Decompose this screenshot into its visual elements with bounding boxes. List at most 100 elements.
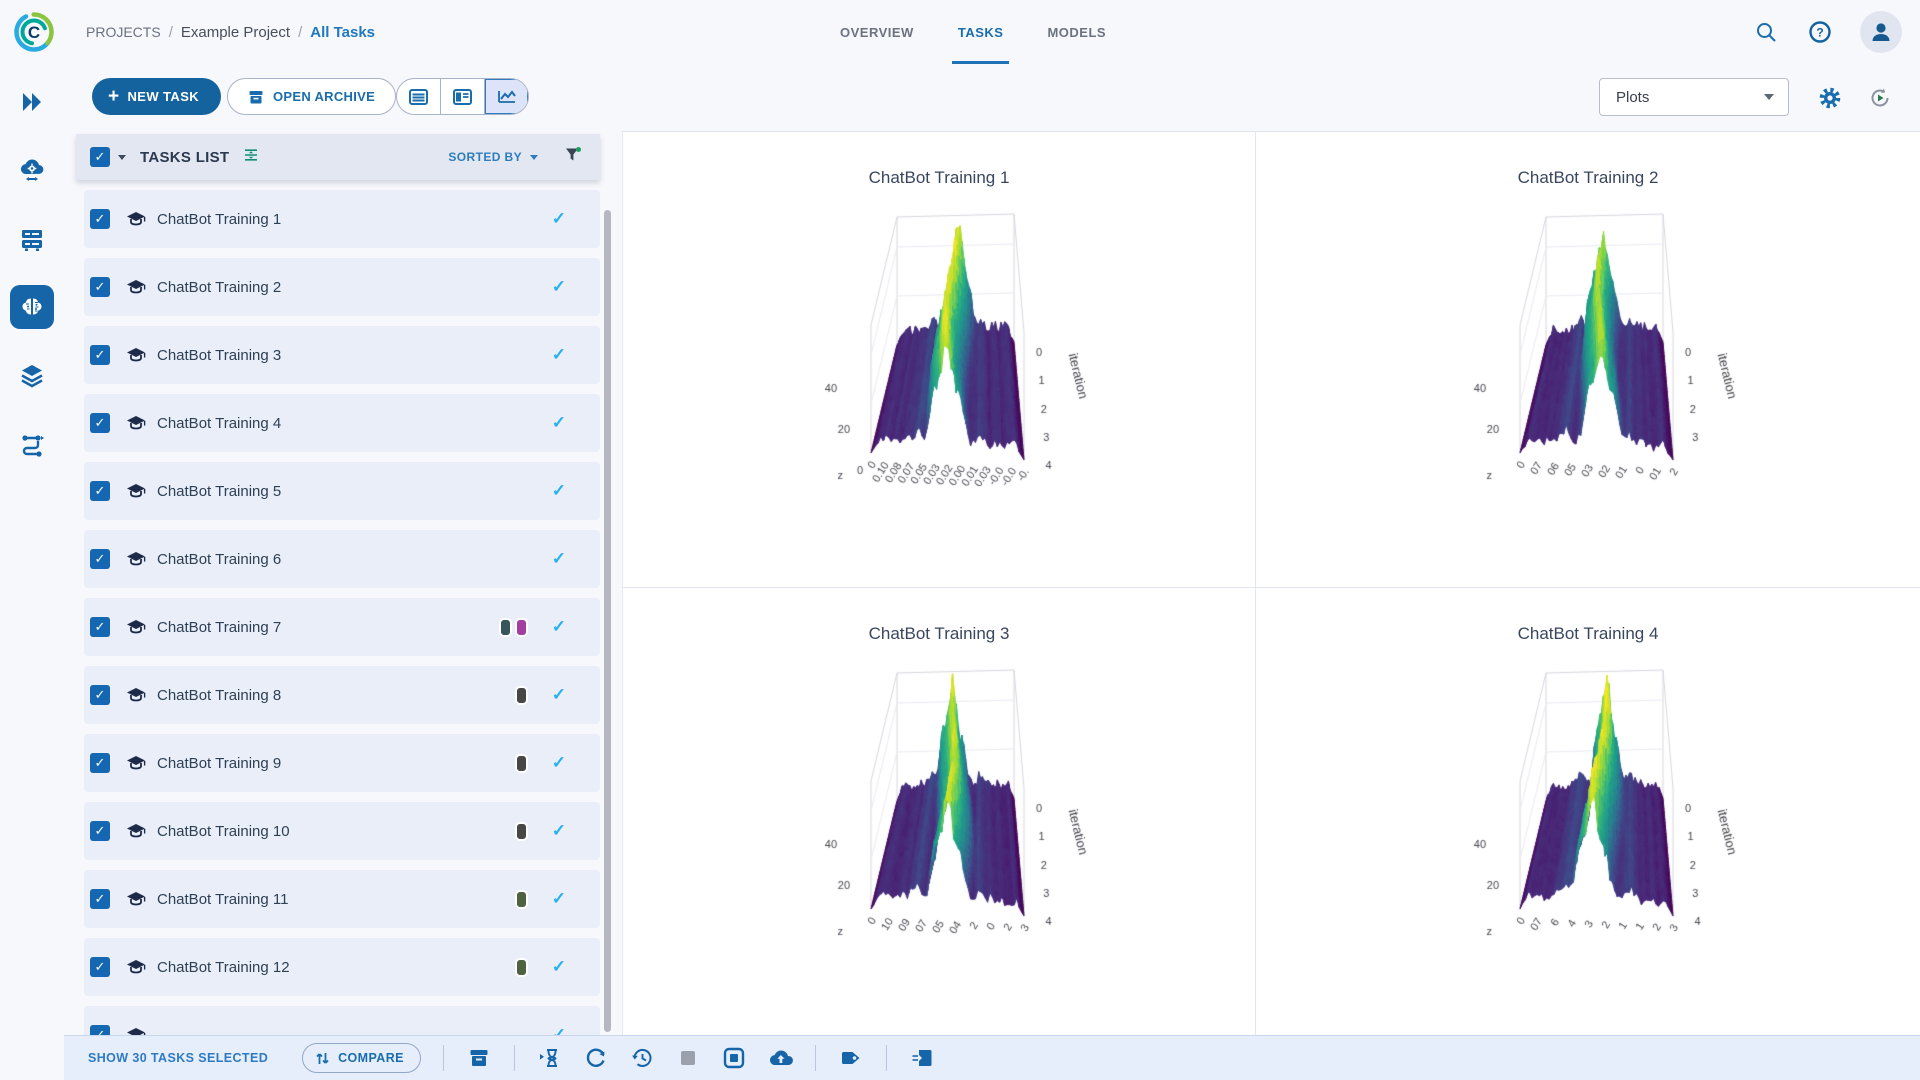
task-row[interactable]: ✓ ChatBot Training 5 ✓ [84, 462, 600, 520]
task-checkbox[interactable]: ✓ [90, 277, 110, 297]
enqueue-icon[interactable] [527, 1041, 573, 1075]
task-status-check-icon: ✓ [551, 889, 566, 908]
task-checkbox[interactable]: ✓ [90, 753, 110, 773]
compare-button[interactable]: COMPARE [302, 1043, 421, 1073]
abort-all-children-icon[interactable] [711, 1041, 757, 1075]
surface-plot-canvas[interactable] [724, 654, 1154, 984]
task-checkbox[interactable]: ✓ [90, 481, 110, 501]
task-row[interactable]: ✓ ChatBot Training 1 ✓ [84, 190, 600, 248]
task-name: ChatBot Training 3 [157, 346, 282, 364]
task-checkbox[interactable]: ✓ [90, 1025, 110, 1035]
plots-view-toggle[interactable] [485, 79, 528, 114]
retry-history-icon[interactable] [619, 1041, 665, 1075]
plot-title: ChatBot Training 4 [1517, 624, 1659, 643]
select-all-caret-icon[interactable] [118, 154, 126, 160]
task-name: ChatBot Training 12 [157, 958, 290, 976]
task-row[interactable]: ✓ ChatBot Training 10 ✓ [84, 802, 600, 860]
surface-plot-canvas[interactable] [1373, 654, 1803, 984]
surface-plot-canvas[interactable] [724, 198, 1154, 528]
training-task-icon [127, 347, 146, 361]
auto-refresh-icon[interactable] [1868, 86, 1892, 115]
tab-overview[interactable]: OVERVIEW [840, 24, 914, 40]
cloud-autoscaler-icon[interactable] [10, 148, 54, 192]
row-settings-icon[interactable] [243, 147, 259, 168]
reset-icon[interactable] [573, 1041, 619, 1075]
table-view-toggle[interactable] [397, 79, 441, 114]
chevron-down-icon [530, 154, 538, 160]
pipelines-icon[interactable] [10, 423, 54, 467]
plot-title: ChatBot Training 2 [1517, 168, 1659, 187]
breadcrumb-item[interactable]: All Tasks [310, 23, 376, 41]
settings-gear-icon[interactable] [1818, 86, 1842, 115]
task-row[interactable]: ✓ ChatBot Training 7 ✓ [84, 598, 600, 656]
task-checkbox[interactable]: ✓ [90, 209, 110, 229]
task-name: ChatBot Training 2 [157, 278, 282, 296]
task-tag-dots [515, 753, 528, 773]
sorted-by-dropdown[interactable]: SORTED BY [448, 150, 538, 164]
training-task-icon [127, 687, 146, 701]
training-task-icon [127, 483, 146, 497]
task-row[interactable]: ✓ ✓ [84, 1006, 600, 1035]
training-task-icon [127, 891, 146, 905]
workers-queues-icon[interactable] [10, 217, 54, 261]
search-icon[interactable] [1752, 18, 1780, 46]
task-checkbox[interactable]: ✓ [90, 413, 110, 433]
tag-color-dot [515, 957, 528, 977]
experiments-icon[interactable] [10, 285, 54, 329]
training-task-icon [127, 619, 146, 633]
scrollbar-thumb[interactable] [604, 210, 611, 1032]
task-checkbox[interactable]: ✓ [90, 889, 110, 909]
archive-action-icon[interactable] [456, 1041, 502, 1075]
metric-selector-value: Plots [1616, 88, 1650, 106]
svg-text:C: C [28, 23, 40, 42]
move-to-project-icon[interactable] [899, 1041, 945, 1075]
task-row[interactable]: ✓ ChatBot Training 9 ✓ [84, 734, 600, 792]
task-checkbox[interactable]: ✓ [90, 617, 110, 637]
breadcrumb-item[interactable]: PROJECTS [86, 24, 161, 40]
plot-cell: ChatBot Training 1 [623, 132, 1256, 588]
open-archive-button[interactable]: OPEN ARCHIVE [227, 78, 397, 115]
clearml-logo[interactable]: C [12, 10, 56, 54]
task-name: ChatBot Training 10 [157, 822, 290, 840]
task-row[interactable]: ✓ ChatBot Training 3 ✓ [84, 326, 600, 384]
surface-plot-canvas[interactable] [1373, 198, 1803, 528]
task-row[interactable]: ✓ ChatBot Training 2 ✓ [84, 258, 600, 316]
divider [513, 1045, 515, 1071]
task-checkbox[interactable]: ✓ [90, 685, 110, 705]
task-checkbox[interactable]: ✓ [90, 549, 110, 569]
help-icon[interactable]: ? [1806, 18, 1834, 46]
chevron-down-icon [1764, 94, 1774, 100]
tag-color-dot [515, 753, 528, 773]
task-status-check-icon: ✓ [551, 753, 566, 772]
metric-selector-dropdown[interactable]: Plots [1599, 78, 1789, 116]
tab-models[interactable]: MODELS [1047, 24, 1107, 40]
datasets-icon[interactable] [10, 354, 54, 398]
selection-count-label[interactable]: SHOW 30 TASKS SELECTED [88, 1051, 269, 1065]
select-all-checkbox[interactable]: ✓ [90, 147, 110, 167]
tasks-list: ✓ ChatBot Training 1 ✓ ✓ ChatBot Trainin… [76, 180, 616, 1035]
task-checkbox[interactable]: ✓ [90, 345, 110, 365]
task-name: ChatBot Training 11 [157, 890, 289, 908]
training-task-icon [127, 551, 146, 565]
new-task-button[interactable]: + NEW TASK [92, 78, 222, 115]
task-row[interactable]: ✓ ChatBot Training 8 ✓ [84, 666, 600, 724]
task-checkbox[interactable]: ✓ [90, 957, 110, 977]
split-view-icon [453, 88, 472, 105]
plot-title: ChatBot Training 3 [868, 624, 1010, 643]
tag-color-dot [515, 889, 528, 909]
user-avatar[interactable] [1860, 11, 1902, 53]
add-tag-icon[interactable] [828, 1041, 874, 1075]
filter-funnel-icon[interactable] [564, 146, 582, 169]
task-checkbox[interactable]: ✓ [90, 821, 110, 841]
task-row[interactable]: ✓ ChatBot Training 12 ✓ [84, 938, 600, 996]
expand-sidebar-icon[interactable] [10, 80, 54, 124]
split-view-toggle[interactable] [441, 79, 485, 114]
task-row[interactable]: ✓ ChatBot Training 11 ✓ [84, 870, 600, 928]
plot-cell: ChatBot Training 3 [623, 588, 1256, 1080]
task-row[interactable]: ✓ ChatBot Training 6 ✓ [84, 530, 600, 588]
tab-tasks[interactable]: TASKS [951, 0, 1010, 64]
publish-icon[interactable] [757, 1041, 803, 1075]
task-row[interactable]: ✓ ChatBot Training 4 ✓ [84, 394, 600, 452]
breadcrumb-item[interactable]: Example Project [180, 23, 291, 41]
